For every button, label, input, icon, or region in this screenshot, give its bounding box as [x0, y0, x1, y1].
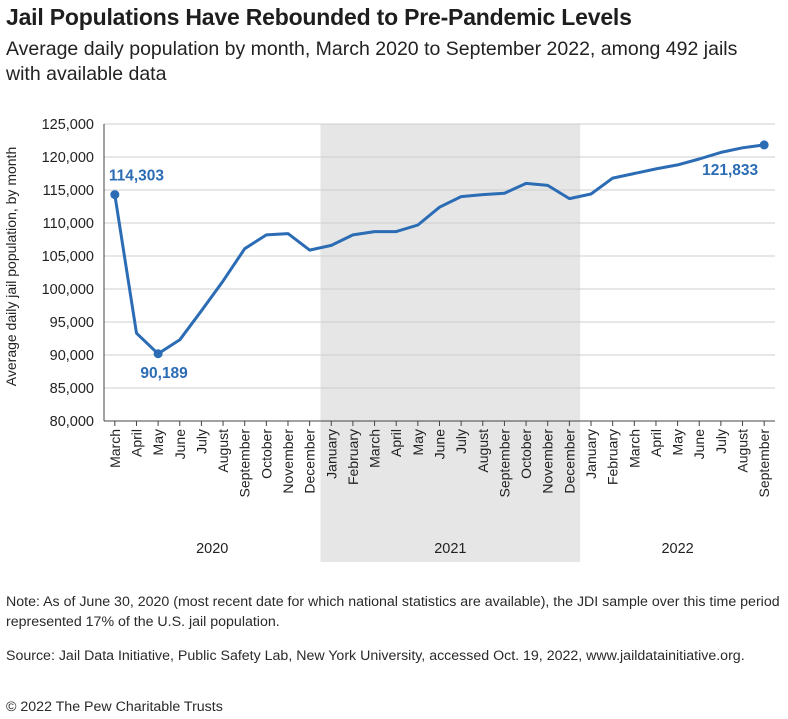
x-tick-label: January [323, 429, 339, 479]
x-tick-label: June [432, 429, 448, 460]
chart-source: Source: Jail Data Initiative, Public Saf… [6, 648, 745, 664]
y-tick-label: 125,000 [42, 117, 94, 133]
shaded-year-band [320, 124, 581, 562]
label-layer: 114,303 90,189 121,833 [109, 140, 769, 382]
y-tick-label: 100,000 [42, 282, 94, 298]
year-label: 2021 [434, 541, 466, 557]
x-tick-label: September [496, 429, 512, 498]
x-tick-label: August [215, 429, 231, 473]
series-line [113, 143, 766, 356]
x-tick-label: July [713, 429, 729, 454]
x-tick-label: March [107, 429, 123, 468]
series-layer [113, 143, 766, 356]
x-tick-label: May [670, 429, 686, 455]
chart-note: Note: As of June 30, 2020 (most recent d… [6, 594, 780, 630]
y-tick-label: 120,000 [42, 150, 94, 166]
chart-title: Jail Populations Have Rebounded to Pre-P… [6, 4, 632, 30]
x-tick-label: May [150, 429, 166, 455]
x-tick-label: January [583, 429, 599, 479]
x-tick-label: August [475, 429, 491, 473]
x-tick-label: October [518, 429, 534, 479]
x-tick-label: September [756, 429, 772, 498]
x-tick-label: July [193, 429, 209, 454]
annotated-point [759, 140, 769, 150]
y-tick-label: 105,000 [42, 249, 94, 265]
shade-layer [320, 124, 581, 562]
data-label: 121,833 [702, 162, 758, 179]
y-axis-title: Average daily jail population, by month [3, 147, 19, 386]
x-tick-label: February [345, 429, 361, 485]
x-tick-label: April [128, 429, 144, 457]
x-tick-label: April [388, 429, 404, 457]
x-tick-label: September [237, 429, 253, 498]
y-tick-label: 80,000 [50, 414, 94, 430]
y-tick-label: 95,000 [50, 315, 94, 331]
x-tick-label: November [540, 429, 556, 494]
y-tick-label: 85,000 [50, 381, 94, 397]
x-tick-label: August [735, 429, 751, 473]
x-tick-label: February [605, 429, 621, 485]
y-tick-label: 110,000 [43, 216, 94, 232]
y-tick-label: 115,000 [43, 183, 94, 199]
x-tick-label: May [410, 429, 426, 455]
x-tick-label: March [367, 429, 383, 468]
x-tick-label: June [172, 429, 188, 460]
annotated-point [110, 190, 120, 200]
copyright: © 2022 The Pew Charitable Trusts [6, 699, 223, 715]
y-tick-label: 90,000 [50, 348, 94, 364]
x-tick-label: April [648, 429, 664, 457]
chart-subtitle: Average daily population by month, March… [6, 38, 738, 85]
data-label: 90,189 [140, 365, 188, 382]
x-tick-label: December [302, 429, 318, 494]
x-tick-label: December [561, 429, 577, 494]
line-chart: 80,000 85,000 90,000 95,000 100,000 105,000 11… [3, 117, 775, 562]
x-tick-label: July [453, 429, 469, 454]
data-label: 114,303 [109, 168, 165, 185]
x-tick-label: June [691, 429, 707, 460]
year-label: 2022 [661, 541, 693, 557]
x-tick-label: March [626, 429, 642, 468]
year-label: 2020 [196, 541, 228, 557]
x-tick-label: October [258, 429, 274, 479]
axis-layer: 80,000 85,000 90,000 95,000 100,000 105,000 11… [3, 117, 775, 557]
annotated-point [153, 349, 163, 359]
x-tick-label: November [280, 429, 296, 494]
